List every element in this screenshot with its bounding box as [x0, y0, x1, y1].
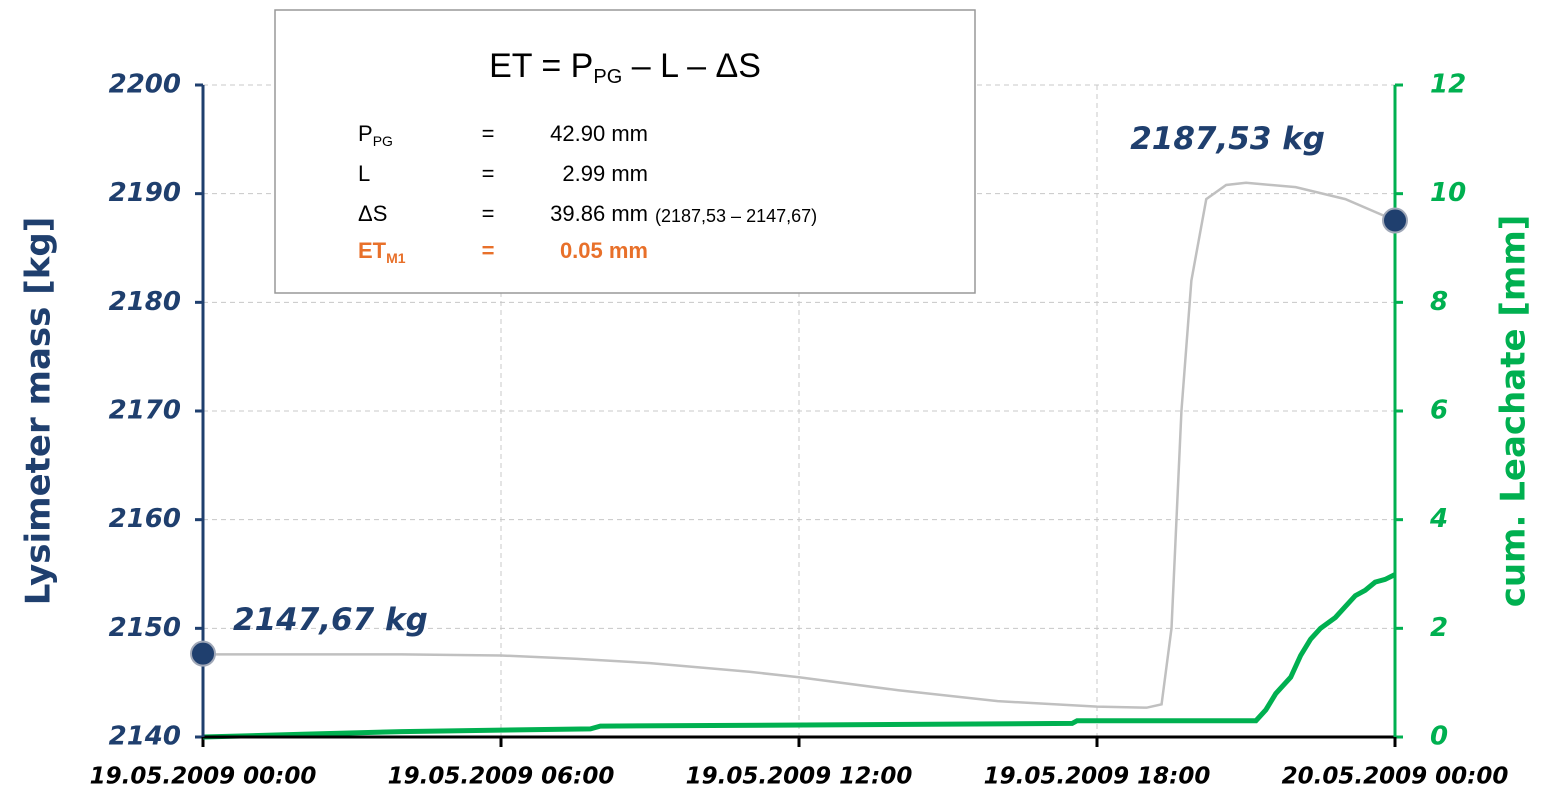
y-tick-label: 2200 — [109, 70, 181, 100]
y2-tick-label: 12 — [1430, 70, 1466, 100]
formula-box — [274, 9, 976, 294]
y2-tick-label: 4 — [1429, 504, 1448, 534]
value: 39.86 mm — [550, 201, 648, 226]
y2-tick-label: 10 — [1430, 178, 1466, 208]
formula-note: (2187,53 – 2147,67) — [655, 206, 817, 226]
formula-term: ETM1 — [358, 238, 406, 266]
term-sub: PG — [373, 133, 393, 149]
y-tick-label: 2150 — [109, 613, 181, 643]
formula-term: PPG — [358, 121, 393, 149]
y-axis-label: Lysimeter mass [kg] — [19, 217, 59, 606]
marker-label: 2187,53 kg — [1130, 121, 1325, 157]
value: 2.99 mm — [562, 161, 648, 186]
formula-title: ET = PPG – L – ΔS — [489, 47, 761, 88]
term-name: L — [358, 161, 370, 186]
x-tick-label: 19.05.2009 18:00 — [984, 764, 1211, 790]
term-sub: M1 — [386, 250, 406, 266]
y-tick-label: 2160 — [109, 504, 181, 534]
formula-value: 2.99 mm — [562, 161, 648, 186]
value: 0.05 mm — [560, 238, 648, 263]
formula-value: 0.05 mm — [560, 238, 648, 263]
y2-tick-label: 0 — [1430, 722, 1448, 752]
formula-term: L — [358, 161, 370, 186]
marker-label: 2147,67 kg — [233, 602, 428, 638]
y2-tick-label: 6 — [1430, 396, 1448, 426]
y2-tick-label: 2 — [1430, 613, 1448, 643]
y2-axis-label: cum. Leachate [mm] — [1494, 215, 1534, 608]
y-tick-label: 2180 — [109, 287, 181, 317]
y2-tick-label: 8 — [1430, 287, 1448, 317]
formula-value: 42.90 mm — [550, 121, 648, 146]
marker — [190, 640, 216, 667]
series-line — [202, 572, 1397, 740]
formula-eq: = — [482, 161, 495, 186]
formula-eq: = — [482, 201, 495, 226]
marker — [1382, 207, 1408, 234]
y-tick-label: 2170 — [109, 396, 181, 426]
term-name: ΔS — [358, 201, 387, 226]
formula-eq: = — [482, 238, 495, 263]
formula-value: 39.86 mm — [550, 201, 648, 226]
series-line — [202, 181, 1396, 709]
y-tick-label: 2190 — [109, 178, 181, 208]
formula-term: ΔS — [358, 201, 387, 226]
formula-eq: = — [482, 121, 495, 146]
x-tick-label: 19.05.2009 12:00 — [686, 764, 913, 790]
term-name: ET — [358, 238, 387, 263]
x-tick-label: 19.05.2009 06:00 — [388, 764, 615, 790]
term-name: P — [358, 121, 373, 146]
y-tick-label: 2140 — [109, 722, 181, 752]
value: 42.90 mm — [550, 121, 648, 146]
x-tick-label: 19.05.2009 00:00 — [90, 764, 317, 790]
x-tick-label: 20.05.2009 00:00 — [1282, 764, 1509, 790]
formula-rows: PPG = 42.90 mm L = 2.99 mm ΔS = 39.86 mm (2187,53… — [358, 121, 817, 266]
